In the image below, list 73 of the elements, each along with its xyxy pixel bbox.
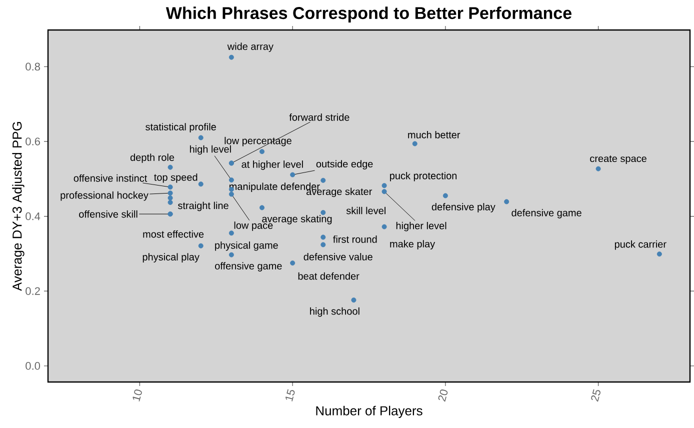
y-tick-label: 0.6 bbox=[26, 138, 40, 146]
y-tick-label: 0.4 bbox=[26, 212, 40, 220]
point bbox=[290, 172, 296, 178]
annotation: wide array bbox=[227, 42, 274, 52]
point bbox=[382, 183, 387, 188]
annotation: puck protection bbox=[390, 172, 457, 182]
point bbox=[260, 205, 265, 210]
annotation: defensive play bbox=[432, 203, 496, 212]
point bbox=[228, 177, 234, 182]
point bbox=[320, 242, 326, 248]
annotation: offensive skill bbox=[79, 210, 138, 218]
x-tick-label: 25 bbox=[591, 389, 600, 402]
point bbox=[351, 298, 356, 303]
point bbox=[320, 210, 326, 216]
point bbox=[412, 141, 418, 146]
annotation: forward stride bbox=[289, 113, 350, 121]
annotation: depth role bbox=[130, 154, 174, 163]
x-axis-title: Number of Players bbox=[316, 406, 422, 418]
annotation: physical play bbox=[142, 253, 200, 262]
annotation: defensive value bbox=[304, 253, 372, 260]
annotation: defensive game bbox=[512, 209, 582, 218]
point bbox=[290, 260, 296, 266]
annotation: top speed bbox=[154, 173, 198, 183]
point bbox=[198, 182, 204, 187]
annotation: puck carrier bbox=[614, 240, 666, 250]
point bbox=[504, 199, 510, 204]
point bbox=[442, 193, 448, 198]
point bbox=[320, 178, 326, 183]
annotation: at higher level bbox=[242, 160, 303, 170]
y-tick-label: 0.8 bbox=[26, 62, 40, 71]
annotation: high school bbox=[310, 307, 360, 317]
point bbox=[228, 252, 234, 258]
point bbox=[168, 184, 173, 190]
point bbox=[168, 190, 173, 196]
point bbox=[260, 149, 265, 154]
annotation: make play bbox=[390, 240, 436, 250]
x-tick-label: 10 bbox=[132, 390, 142, 402]
point bbox=[168, 200, 173, 205]
annotation: high level bbox=[190, 145, 231, 155]
y-tick-label: 0.2 bbox=[26, 287, 40, 295]
point bbox=[228, 230, 234, 236]
annotation: low pace bbox=[234, 222, 273, 231]
point bbox=[382, 189, 387, 194]
point bbox=[168, 195, 173, 200]
x-tick-label: 20 bbox=[438, 390, 448, 402]
y-tick-label: 0.0 bbox=[26, 362, 40, 370]
point bbox=[168, 164, 173, 170]
point bbox=[198, 243, 204, 248]
point bbox=[382, 224, 387, 230]
annotation: physical game bbox=[215, 241, 278, 251]
point bbox=[198, 135, 204, 140]
y-axis-title: Average DY+3 Adjusted PPG bbox=[12, 122, 24, 291]
annotation: higher level bbox=[396, 222, 446, 232]
annotation: beat defender bbox=[298, 272, 360, 280]
annotation: much better bbox=[408, 131, 460, 138]
point bbox=[228, 192, 234, 197]
point bbox=[596, 166, 601, 172]
annotation: first round bbox=[333, 236, 377, 243]
x-tick-label: 15 bbox=[286, 389, 295, 402]
annotation: statistical profile bbox=[146, 123, 216, 132]
annotation: outside edge bbox=[316, 160, 373, 170]
chart-title: Which Phrases Correspond to Better Performance bbox=[166, 6, 572, 22]
point bbox=[656, 252, 662, 257]
point bbox=[320, 234, 326, 240]
annotation: straight line bbox=[178, 202, 228, 212]
annotation: professional hockey bbox=[60, 191, 148, 201]
annotation: average skating bbox=[262, 215, 332, 224]
annotation: skill level bbox=[346, 206, 386, 214]
annotation: offensive game bbox=[215, 262, 282, 272]
point bbox=[228, 54, 234, 60]
annotation: offensive instinct bbox=[74, 174, 148, 182]
annotation: most effective bbox=[143, 230, 204, 238]
annotation: create space bbox=[590, 156, 646, 164]
